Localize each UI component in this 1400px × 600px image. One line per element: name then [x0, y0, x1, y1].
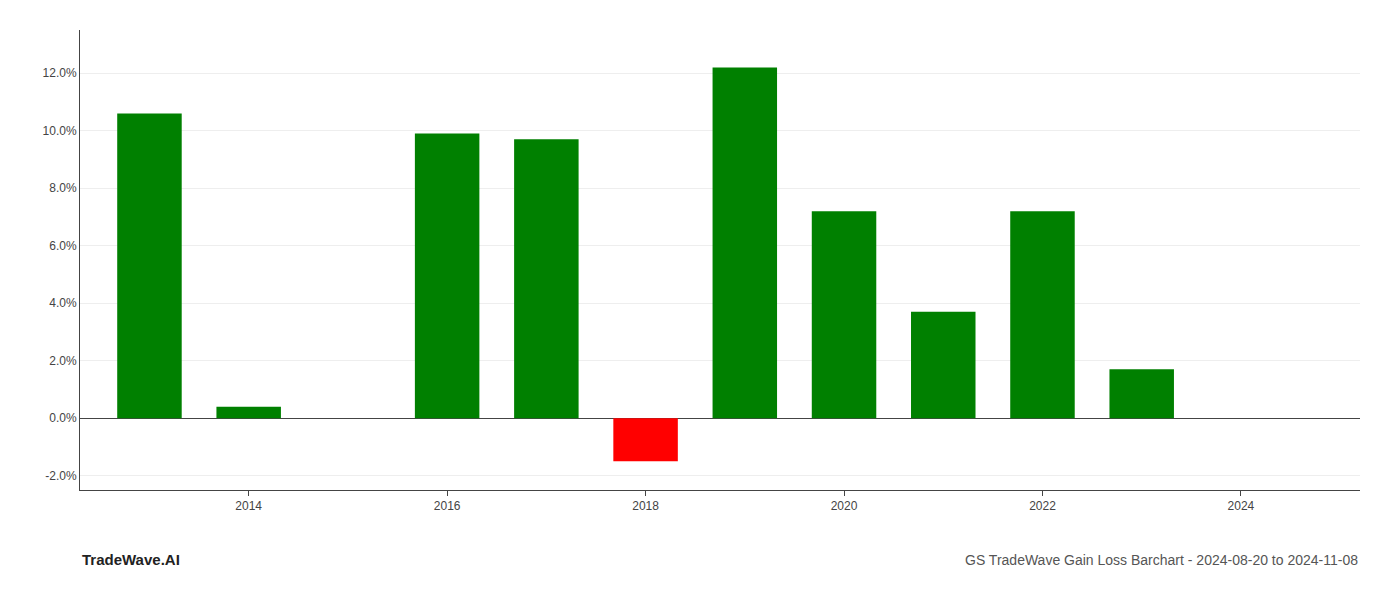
svg-text:2018: 2018	[632, 499, 659, 513]
svg-text:GS TradeWave Gain Loss Barchar: GS TradeWave Gain Loss Barchart - 2024-0…	[965, 552, 1358, 568]
svg-text:2022: 2022	[1029, 499, 1056, 513]
svg-text:0.0%: 0.0%	[49, 411, 77, 425]
svg-text:TradeWave.AI: TradeWave.AI	[82, 551, 180, 568]
svg-text:12.0%: 12.0%	[43, 66, 77, 80]
svg-text:-2.0%: -2.0%	[45, 469, 77, 483]
svg-text:10.0%: 10.0%	[43, 124, 77, 138]
svg-text:2024: 2024	[1228, 499, 1255, 513]
svg-text:2020: 2020	[831, 499, 858, 513]
svg-text:4.0%: 4.0%	[49, 296, 77, 310]
svg-text:2.0%: 2.0%	[49, 354, 77, 368]
svg-text:2016: 2016	[434, 499, 461, 513]
svg-text:2014: 2014	[235, 499, 262, 513]
svg-text:8.0%: 8.0%	[49, 181, 77, 195]
svg-text:6.0%: 6.0%	[49, 239, 77, 253]
